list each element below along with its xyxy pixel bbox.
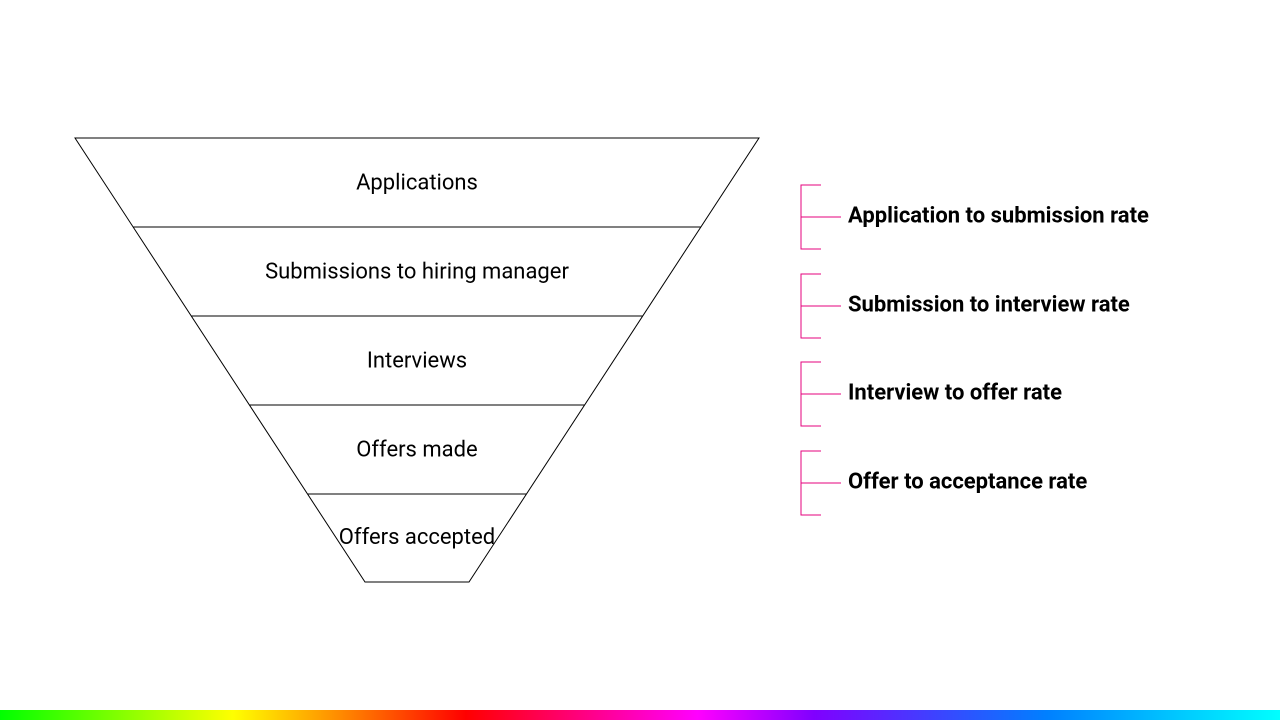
funnel-stage-label: Offers accepted — [336, 525, 497, 551]
funnel-stage-label: Interviews — [75, 348, 759, 373]
diagram-container: Applications Submissions to hiring manage… — [0, 0, 1280, 720]
rate-label: Application to submission rate — [848, 204, 1149, 229]
rate-label: Offer to acceptance rate — [848, 470, 1087, 495]
rate-bracket — [800, 273, 842, 339]
funnel-stage-label: Offers made — [75, 437, 759, 462]
rate-bracket — [800, 361, 842, 427]
funnel-stage-label: Submissions to hiring manager — [75, 259, 759, 284]
rate-bracket — [800, 450, 842, 516]
funnel-stage-label: Applications — [75, 170, 759, 195]
rate-label: Interview to offer rate — [848, 381, 1062, 406]
rate-label: Submission to interview rate — [848, 293, 1130, 318]
rainbow-footer-bar — [0, 710, 1280, 720]
rate-bracket — [800, 184, 842, 250]
